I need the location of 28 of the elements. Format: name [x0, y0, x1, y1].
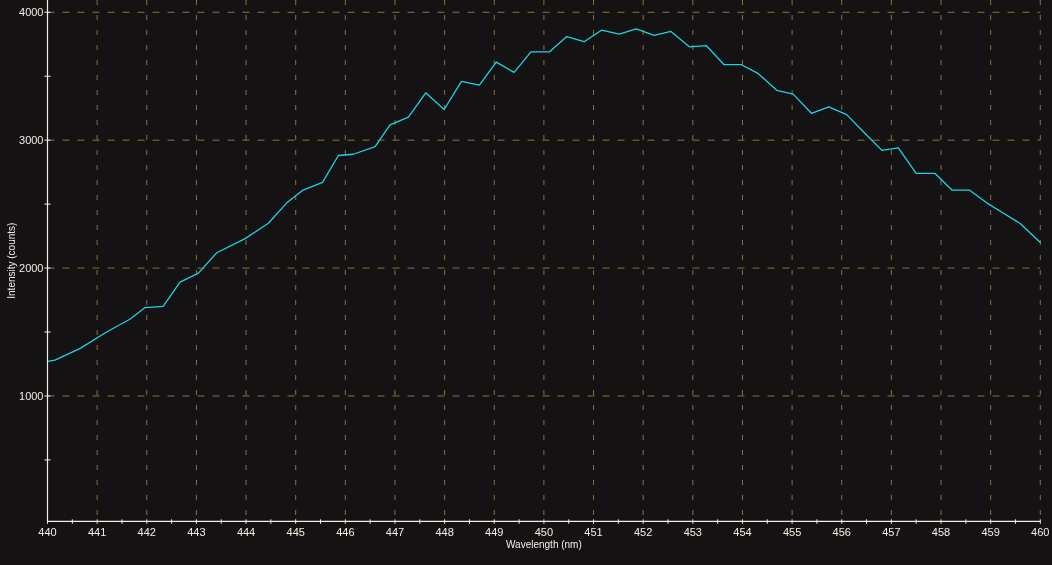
x-tick-label: 446	[336, 525, 355, 538]
x-tick-label: 451	[584, 525, 603, 538]
x-tick-label: 453	[683, 525, 702, 538]
x-tick-label: 459	[981, 525, 1000, 538]
x-tick-label: 455	[782, 525, 802, 538]
y-tick-label: 1000	[19, 389, 44, 402]
x-tick-label: 450	[534, 525, 554, 538]
x-tick-label: 444	[236, 525, 256, 538]
x-tick-label: 440	[38, 525, 57, 538]
line-series	[46, 28, 1041, 363]
x-tick-label: 443	[187, 525, 206, 538]
y-tick-label: 4000	[19, 6, 44, 19]
x-tick-label: 448	[435, 525, 454, 538]
x-tick-label: 458	[931, 525, 951, 538]
x-tick-label: 442	[137, 525, 156, 538]
x-axis-title: Wavelength (nm)	[506, 539, 582, 551]
x-tick-label: 449	[485, 525, 504, 538]
x-tick-label: 457	[882, 525, 901, 538]
y-tick-label: 3000	[19, 134, 44, 147]
x-tick-label: 456	[832, 525, 851, 538]
x-tick-label: 447	[385, 525, 405, 538]
x-tick-label: 445	[286, 525, 305, 538]
y-axis-title: Intensity (counts)	[6, 222, 17, 299]
x-tick-label: 460	[1031, 525, 1050, 538]
x-tick-label: 441	[87, 525, 107, 538]
x-tick-label: 452	[634, 525, 653, 538]
x-tick-label: 454	[733, 525, 752, 538]
y-tick-label: 2000	[19, 261, 44, 274]
